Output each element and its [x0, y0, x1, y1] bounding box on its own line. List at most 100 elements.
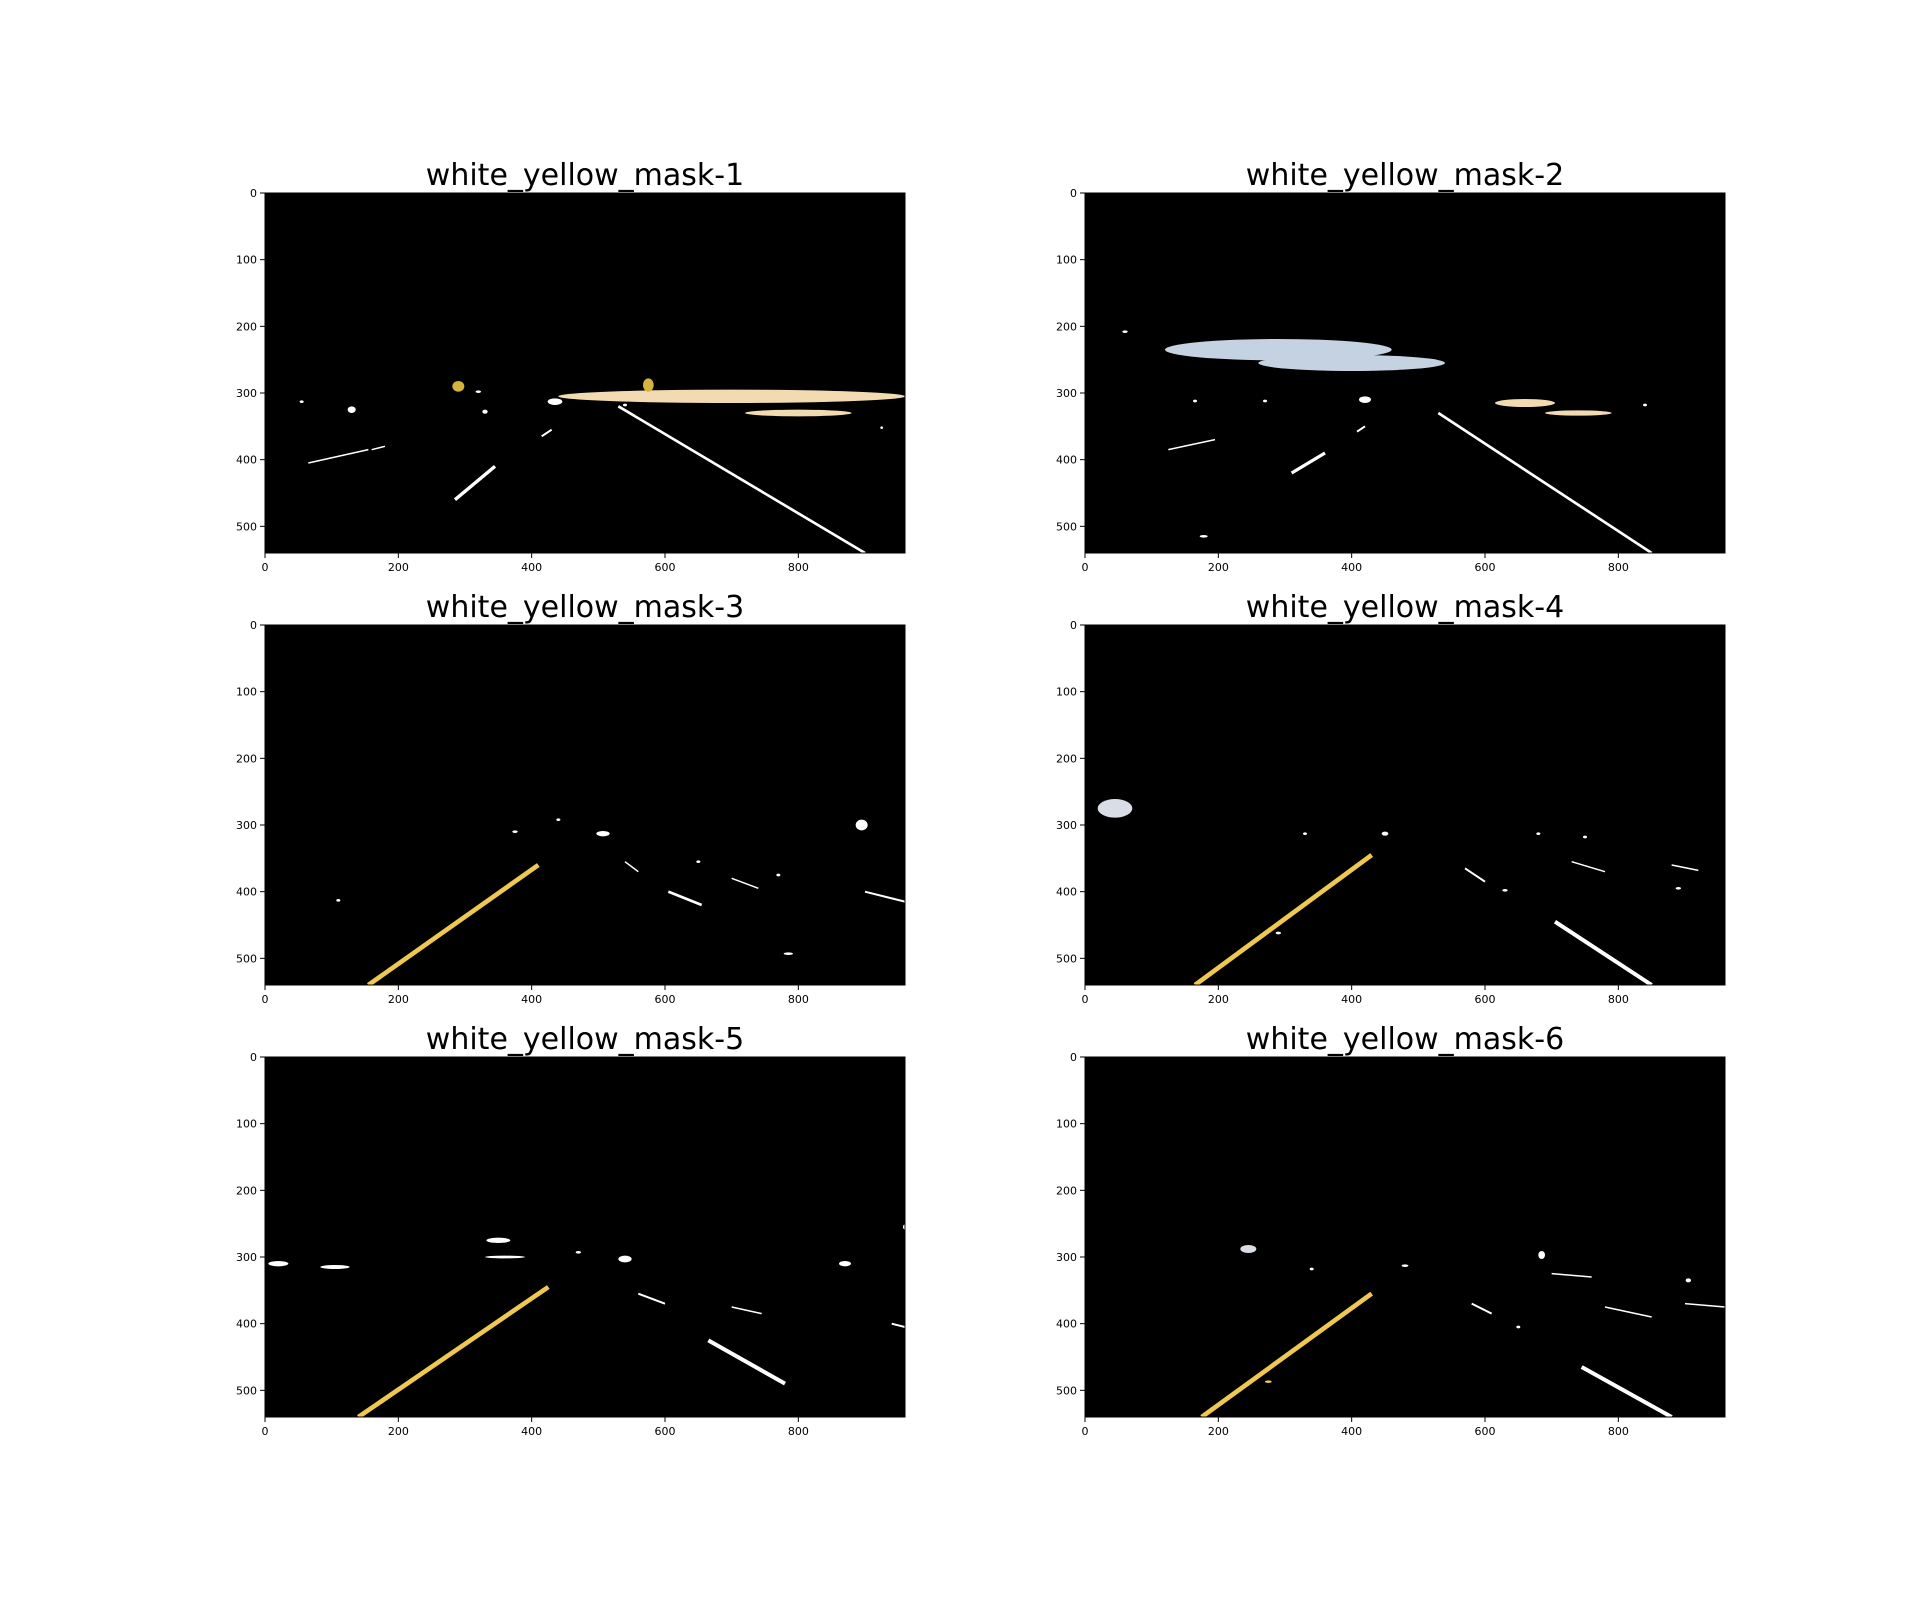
x-tick-label: 800: [788, 561, 809, 574]
y-tick-label: 200: [236, 1184, 257, 1197]
mask-blob: [1583, 835, 1587, 839]
axes-frame: [1084, 192, 1726, 554]
panel-6: white_yellow_mask-6 0 200 400 600 800 0 100 200 3…: [1056, 1022, 1726, 1438]
y-tick-label: 0: [250, 619, 257, 632]
x-tick-label: 600: [1475, 561, 1496, 574]
mask-blob: [880, 426, 884, 429]
x-tick-label: 0: [262, 561, 269, 574]
mask-blob: [776, 873, 781, 877]
mask-blob: [1545, 410, 1612, 416]
y-tick-label: 0: [250, 1051, 257, 1064]
mask-blob: [512, 830, 518, 834]
mask-blob: [618, 1255, 632, 1263]
x-tick-label: 800: [1608, 1425, 1629, 1438]
mask-blob: [485, 1255, 525, 1259]
panel-title: white_yellow_mask-5: [426, 1022, 744, 1057]
x-tick-label: 400: [521, 1425, 542, 1438]
marks: [299, 378, 905, 553]
lane-line-segment: [1193, 853, 1374, 985]
y-tick-label: 200: [1056, 320, 1077, 333]
mask-blob: [1495, 399, 1555, 407]
mask-blob: [783, 952, 793, 956]
lane-line-segment: [1553, 919, 1653, 985]
x-tick-label: 200: [388, 993, 409, 1006]
lane-line-segment: [1571, 860, 1606, 873]
panel-5: white_yellow_mask-5 0 200 400 600 800 0 100 200 3…: [236, 1022, 906, 1438]
mask-blob: [1536, 832, 1541, 836]
panel-title: white_yellow_mask-1: [426, 158, 744, 193]
y-tick-label: 400: [236, 1318, 257, 1331]
lane-line-segment: [366, 863, 540, 985]
y-tick-label: 300: [236, 819, 257, 832]
panel-2: white_yellow_mask-2 0 200 400 600 800 0 100 200 3…: [1056, 158, 1726, 574]
y-tick-label: 100: [236, 1118, 257, 1131]
mask-blob: [1685, 1278, 1692, 1283]
axes-frame: [1084, 624, 1726, 986]
y-tick-label: 400: [1056, 886, 1077, 899]
y-tick-label: 0: [1070, 619, 1077, 632]
lane-line-segment: [624, 861, 639, 873]
x-tick-label: 200: [1208, 561, 1229, 574]
y-tick-label: 100: [1056, 1118, 1077, 1131]
lane-line-segment: [1168, 438, 1216, 451]
y-tick-label: 500: [236, 520, 257, 533]
x-tick-label: 600: [655, 993, 676, 1006]
lane-line-segment: [731, 877, 759, 890]
y-tick-label: 400: [236, 886, 257, 899]
lane-line-segment: [667, 890, 703, 907]
mask-blob: [1258, 355, 1445, 371]
mask-blob: [452, 381, 465, 392]
mask-blob: [299, 400, 304, 403]
x-tick-label: 400: [1341, 993, 1362, 1006]
y-tick-label: 500: [236, 952, 257, 965]
x-tick-label: 400: [521, 561, 542, 574]
mask-blob: [347, 406, 356, 413]
mask-blob: [1240, 1245, 1257, 1253]
lane-line-segment: [1464, 867, 1486, 883]
mask-blob: [1538, 1251, 1545, 1259]
panel-title: white_yellow_mask-3: [426, 590, 744, 625]
mask-blob: [1401, 1264, 1409, 1267]
lane-line-segment: [1684, 1302, 1725, 1308]
lane-line-segment: [1604, 1306, 1652, 1318]
mask-blob: [558, 389, 905, 404]
mask-blob: [268, 1261, 289, 1267]
x-tick-label: 0: [1082, 993, 1089, 1006]
x-tick-label: 0: [262, 993, 269, 1006]
y-tick-label: 200: [236, 752, 257, 765]
y-tick-label: 300: [236, 387, 257, 400]
mask-blob: [696, 860, 701, 864]
x-tick-label: 200: [1208, 993, 1229, 1006]
x-tick-label: 200: [388, 1425, 409, 1438]
x-tick-label: 0: [1082, 1425, 1089, 1438]
x-tick-label: 0: [1082, 561, 1089, 574]
y-tick-label: 0: [250, 187, 257, 200]
y-tick-label: 400: [1056, 1318, 1077, 1331]
lane-line-segment: [617, 405, 866, 553]
y-tick-label: 100: [1056, 254, 1077, 267]
lane-line-segment: [453, 465, 497, 501]
panel-3: white_yellow_mask-3 0 200 400 600 800 0 100 200 3…: [236, 590, 906, 1006]
y-tick-label: 100: [236, 254, 257, 267]
mask-blob: [745, 409, 852, 417]
x-tick-label: 200: [1208, 1425, 1229, 1438]
y-tick-label: 300: [1056, 819, 1077, 832]
y-tick-label: 200: [1056, 1184, 1077, 1197]
plot-area: [265, 625, 905, 985]
axes-frame: [264, 1056, 906, 1418]
plot-area: [1085, 1057, 1725, 1417]
axes-frame: [264, 624, 906, 986]
mask-blob: [575, 1251, 581, 1254]
mask-blob: [1303, 832, 1307, 836]
x-tick-label: 400: [1341, 1425, 1362, 1438]
plot-area: [1085, 193, 1725, 553]
lane-line-segment: [1471, 1302, 1493, 1315]
mask-blob: [1097, 799, 1133, 818]
y-tick-label: 100: [236, 686, 257, 699]
y-tick-label: 500: [1056, 520, 1077, 533]
mask-blob: [1643, 403, 1647, 407]
y-tick-label: 300: [1056, 387, 1077, 400]
x-tick-label: 600: [655, 1425, 676, 1438]
mask-blob: [556, 818, 561, 822]
